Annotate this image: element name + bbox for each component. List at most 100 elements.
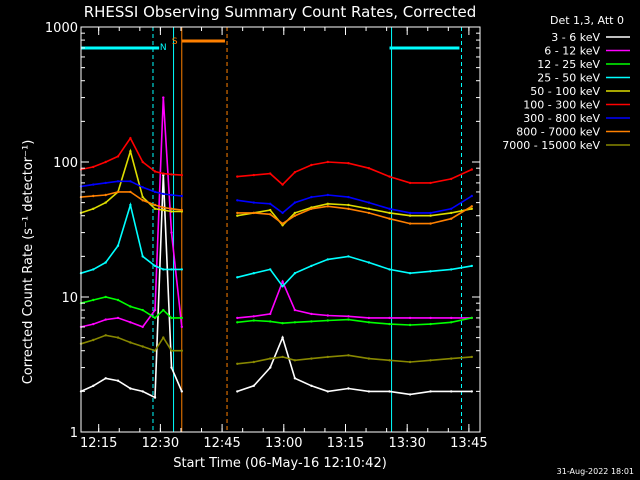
plot-area: NS	[81, 27, 462, 432]
data-point	[116, 379, 120, 382]
data-point	[388, 211, 391, 215]
data-point	[180, 325, 183, 329]
series-line-8	[237, 354, 472, 365]
series-line-8	[80, 334, 182, 352]
legend-title: Det 1,3, Att 0	[550, 14, 624, 27]
data-point	[450, 217, 453, 220]
data-point	[153, 349, 157, 352]
data-point	[162, 206, 165, 209]
data-point	[92, 165, 95, 169]
data-point	[347, 354, 350, 357]
data-point	[162, 208, 165, 212]
data-point	[408, 393, 412, 396]
data-point	[236, 276, 239, 279]
data-point	[310, 264, 313, 268]
data-point	[470, 355, 473, 359]
data-point	[269, 268, 272, 271]
data-point	[92, 194, 95, 198]
data-point	[326, 160, 329, 164]
data-point	[293, 359, 297, 362]
data-point	[429, 181, 432, 185]
night-label: N	[160, 43, 167, 53]
data-point	[310, 195, 313, 199]
data-point	[170, 193, 173, 197]
data-point	[347, 315, 350, 318]
data-point	[116, 316, 120, 320]
data-point	[450, 321, 453, 324]
data-point	[281, 355, 284, 359]
data-point	[170, 349, 173, 352]
data-point	[153, 190, 157, 194]
data-point	[450, 268, 453, 271]
data-point	[470, 194, 473, 198]
series-line-0	[80, 175, 183, 399]
data-point	[170, 173, 173, 176]
data-point	[170, 210, 173, 213]
data-point	[408, 272, 412, 275]
data-point	[470, 316, 473, 320]
data-point	[408, 214, 412, 217]
data-point	[281, 285, 284, 288]
data-point	[162, 268, 165, 271]
data-point	[310, 207, 313, 210]
legend-label: 100 - 300 keV	[523, 99, 600, 112]
data-point	[408, 211, 412, 215]
data-point	[347, 318, 350, 321]
x-tick-label: 13:30	[388, 436, 425, 451]
data-point	[293, 308, 297, 312]
y-tick-label: 100	[53, 156, 78, 171]
data-point	[252, 315, 255, 318]
legend-label: 12 - 25 keV	[537, 58, 600, 71]
data-point	[269, 366, 272, 369]
data-point	[450, 357, 453, 360]
data-point	[269, 208, 272, 212]
y-tick-label: 1	[70, 426, 78, 441]
y-axis-label: Corrected Count Rate (s⁻¹ detector⁻¹)	[21, 140, 36, 385]
data-point	[367, 211, 371, 215]
data-point	[92, 322, 95, 326]
data-point	[180, 208, 183, 212]
saa-label: S	[172, 37, 178, 47]
data-point	[236, 321, 239, 324]
data-point	[236, 214, 239, 217]
data-point	[129, 203, 132, 207]
data-point	[141, 199, 144, 202]
data-point	[236, 390, 239, 393]
data-point	[129, 305, 132, 308]
data-point	[388, 268, 391, 271]
data-point	[281, 280, 284, 283]
legend-label: 6 - 12 keV	[544, 45, 600, 58]
x-tick-label: 12:15	[80, 436, 117, 451]
data-point	[269, 312, 272, 316]
data-point	[450, 211, 453, 215]
data-point	[116, 244, 120, 247]
data-point	[252, 360, 255, 364]
data-point	[141, 325, 144, 329]
data-point	[408, 181, 412, 185]
data-point	[388, 316, 391, 320]
data-point	[104, 160, 107, 164]
data-point	[129, 180, 132, 183]
series-line-2	[237, 317, 472, 326]
data-point	[252, 173, 255, 177]
data-point	[116, 190, 120, 194]
data-point	[116, 155, 120, 158]
data-point	[153, 396, 157, 399]
x-tick-label: 13:45	[450, 436, 487, 451]
axes-layer: 1 10 100 1000 12:15 12:30 12:45 13:00 13:15 13:30…	[45, 21, 488, 451]
data-point	[429, 390, 432, 393]
data-point	[92, 384, 95, 387]
data-point	[236, 199, 239, 202]
legend-label: 25 - 50 keV	[537, 72, 600, 85]
data-point	[347, 387, 350, 390]
data-point	[153, 308, 157, 312]
data-point	[252, 272, 255, 275]
series-line-6	[237, 194, 473, 214]
data-point	[326, 258, 329, 261]
data-point	[129, 190, 132, 194]
data-point	[236, 175, 239, 178]
data-point	[170, 268, 173, 271]
legend-label: 7000 - 15000 keV	[502, 139, 600, 152]
data-point	[429, 214, 432, 217]
data-point	[429, 359, 432, 362]
